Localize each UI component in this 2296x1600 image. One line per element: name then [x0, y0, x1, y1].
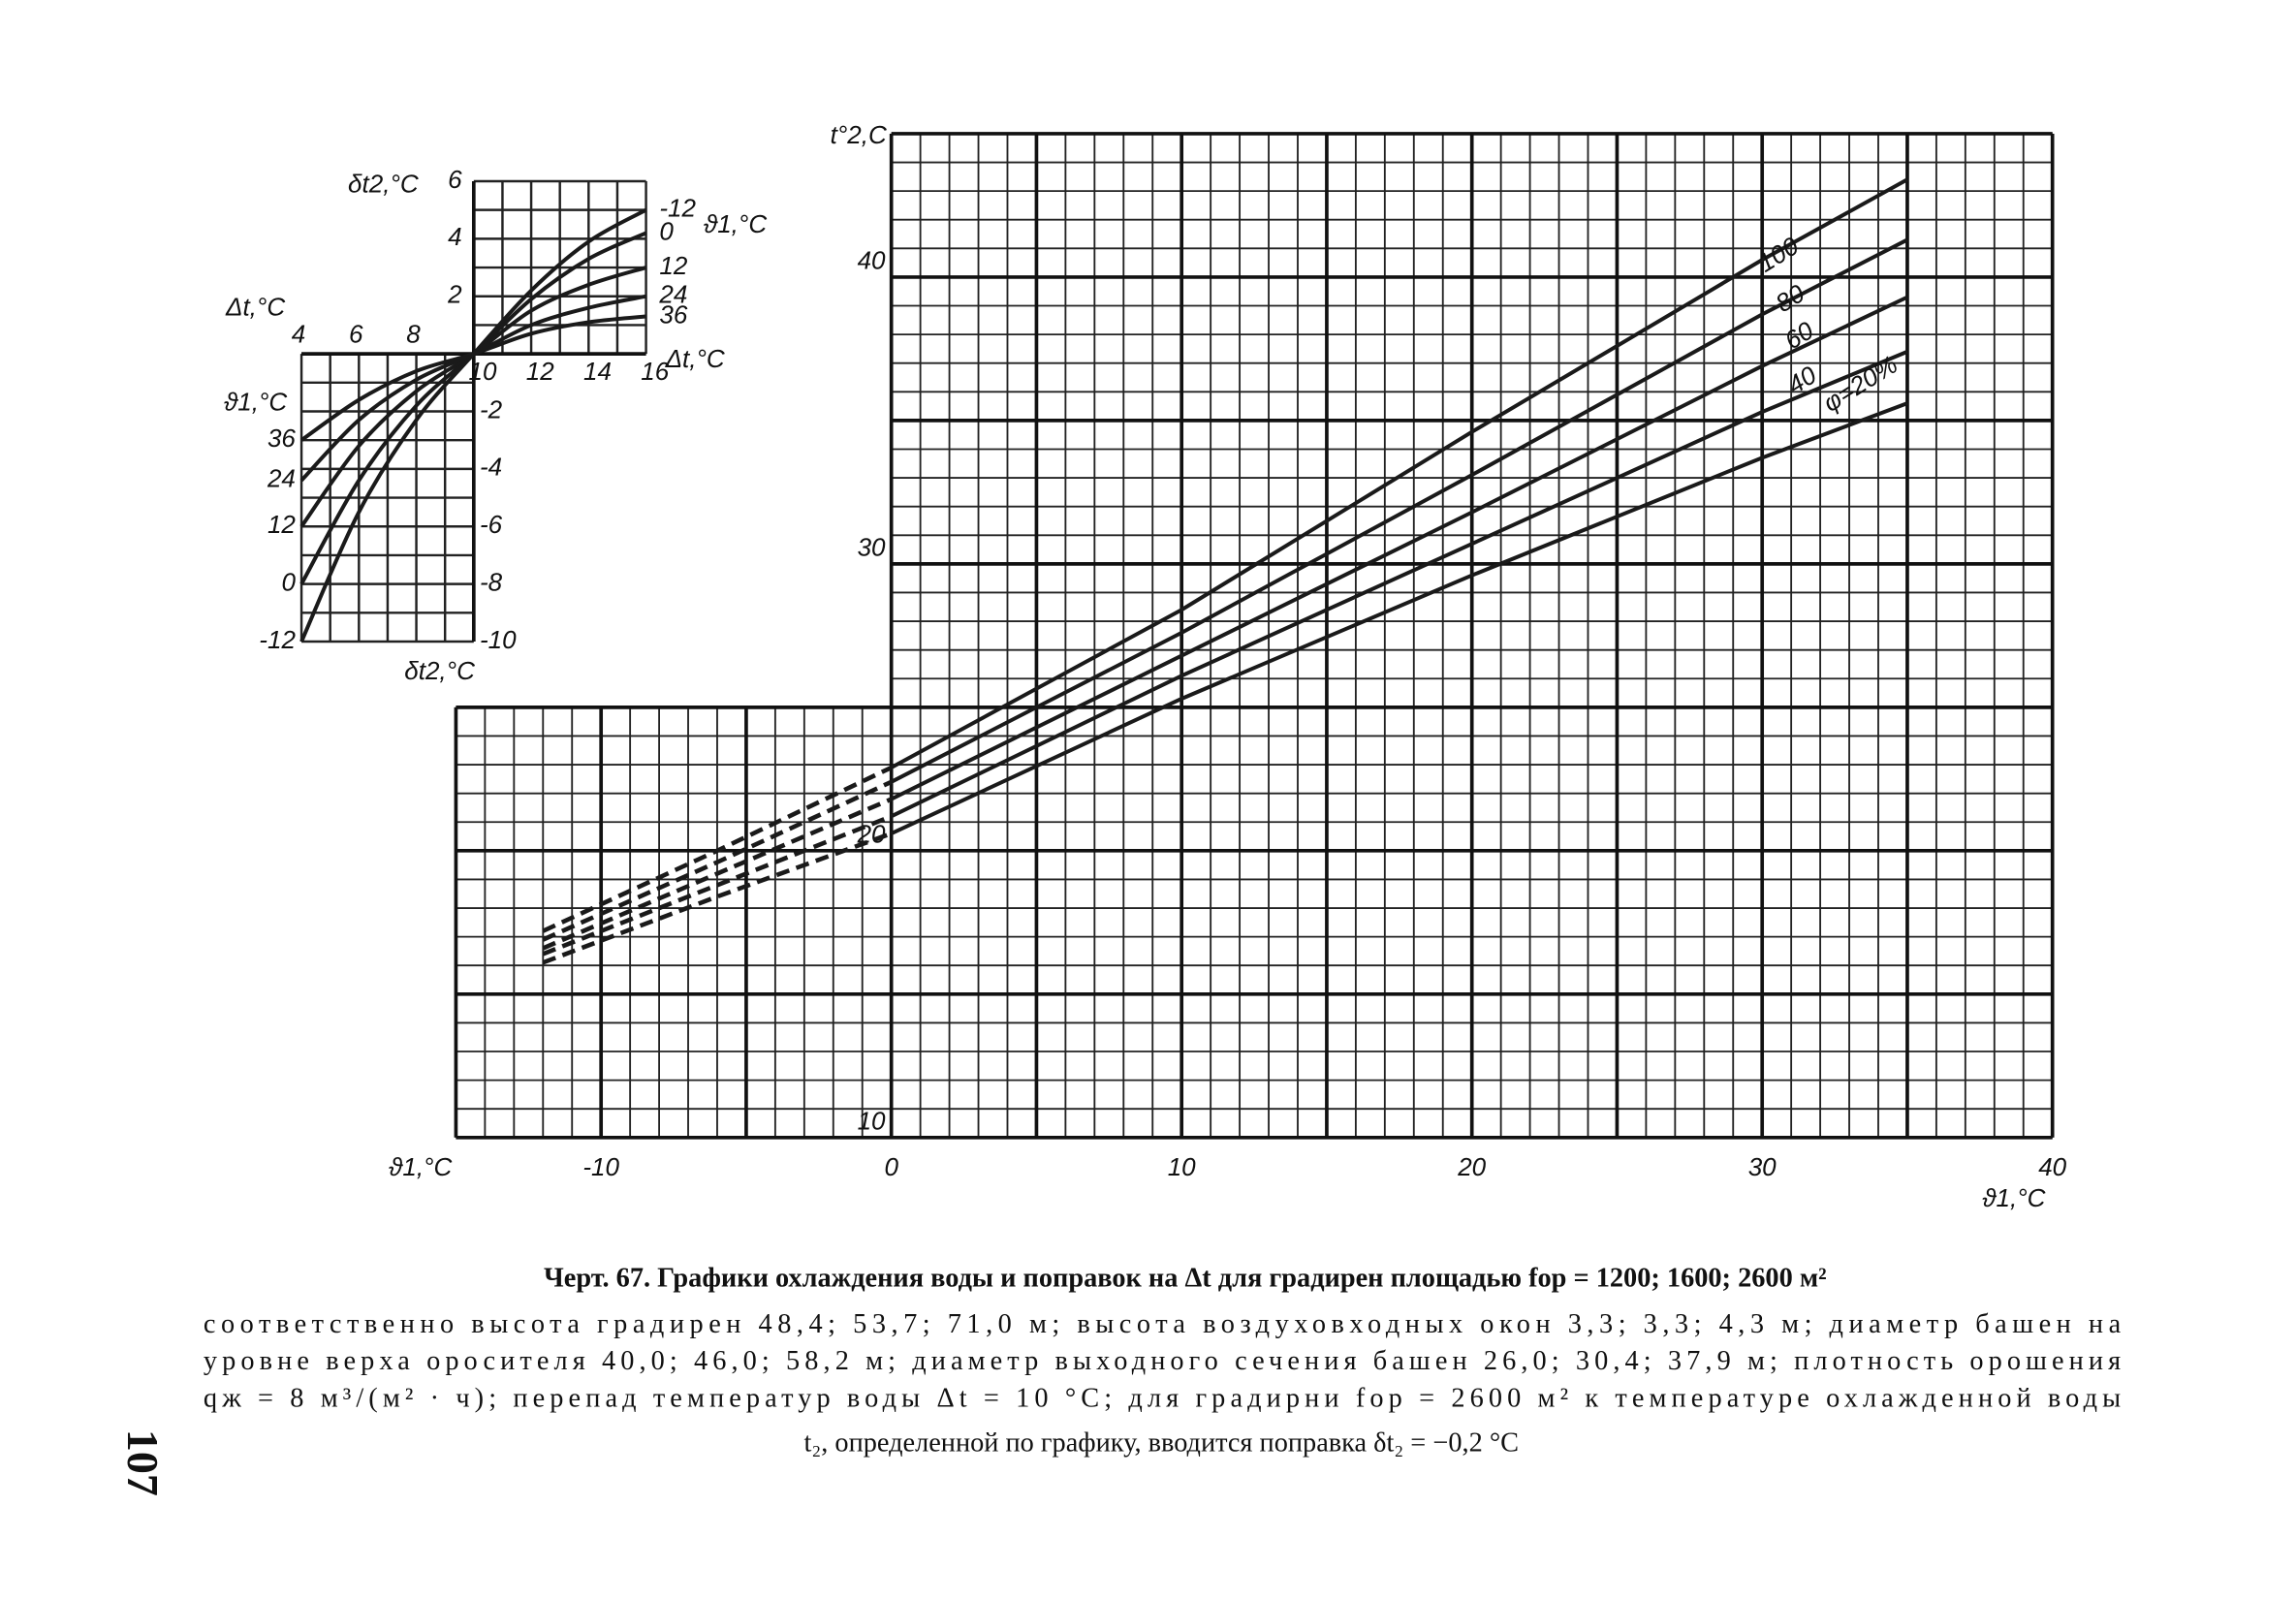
series-label: -12 [259, 625, 296, 654]
series-label: 24 [658, 280, 687, 309]
series-line [299, 314, 646, 442]
series-label: φ=20% [1818, 350, 1903, 418]
series-line [890, 401, 1908, 835]
caption-line: t₂, определенной по графику, вводится по… [804, 1427, 1520, 1458]
series-line [890, 237, 1908, 784]
series-line [890, 177, 1908, 769]
series-line [890, 295, 1908, 801]
series-label: 60 [1779, 315, 1819, 355]
x-tick-label: 30 [1748, 1152, 1777, 1181]
y-axis-label: δt2,°C [348, 169, 419, 198]
y-tick-label: 6 [448, 165, 462, 194]
y-tick-label: 4 [448, 222, 461, 251]
x-tick-label: 14 [583, 357, 612, 386]
series-label: 100 [1752, 231, 1804, 278]
series-label: -12 [659, 194, 696, 223]
y-tick-label: -4 [480, 453, 502, 482]
y-tick-label: -2 [480, 394, 503, 424]
x-tick-label: 4 [292, 320, 305, 349]
page-number: 107 [118, 1429, 168, 1496]
series-label: 36 [659, 299, 687, 329]
series-line-dashed [542, 814, 893, 957]
x-tick-label: 10 [469, 357, 497, 386]
caption-line: уровне верха оросителя 40,0; 46,0; 58,2 … [204, 1346, 2121, 1376]
caption-line: qж = 8 м³/(м² · ч); перепад температур в… [204, 1384, 2121, 1414]
x-axis-label: ϑ1,°C [389, 1152, 452, 1181]
series-label: 80 [1771, 278, 1810, 318]
caption-title: Черт. 67. Графики охлаждения воды и попр… [544, 1263, 1827, 1293]
x-tick-label: 40 [2038, 1152, 2066, 1181]
y-tick-label: -6 [480, 510, 503, 539]
series-label: 40 [1782, 360, 1822, 399]
y-tick-label: 30 [858, 532, 886, 561]
y-tick-label: 10 [858, 1106, 886, 1135]
series-line-dashed [542, 797, 893, 951]
legend-title: ϑ1,°C [704, 209, 767, 238]
y-axis-label: t°2,C [831, 120, 887, 149]
y-tick-label: -8 [480, 567, 503, 596]
series-label: 0 [281, 567, 296, 596]
series-line-dashed [542, 765, 893, 933]
x-tick-label: 16 [641, 357, 669, 386]
x-axis-label: ϑ1,°C [1982, 1183, 2045, 1212]
series-line [890, 350, 1908, 819]
series-label: 24 [267, 464, 296, 493]
legend-title: ϑ1,°C [224, 388, 287, 417]
y-tick-label: -10 [480, 625, 517, 654]
series-label: 0 [659, 216, 674, 245]
x-tick-label: 12 [526, 357, 554, 386]
y-axis-label: δt2,°C [404, 656, 475, 685]
y-tick-label: 40 [858, 245, 886, 274]
x-tick-label: -10 [582, 1152, 619, 1181]
series-label: 12 [267, 510, 296, 539]
x-tick-label: 10 [1168, 1152, 1196, 1181]
x-tick-label: 6 [349, 320, 363, 349]
y-tick-label: 2 [447, 280, 462, 309]
series-line-dashed [542, 779, 893, 942]
series-label: 12 [659, 251, 687, 280]
x-axis-label: Δt,°C [225, 293, 285, 322]
caption-line: соответственно высота градирен 48,4; 53,… [204, 1309, 2122, 1339]
x-tick-label: 8 [406, 320, 421, 349]
x-tick-label: 20 [1457, 1152, 1486, 1181]
series-label: 36 [267, 424, 296, 453]
x-tick-label: 0 [884, 1152, 898, 1181]
x-axis-label: Δt,°C [665, 344, 725, 373]
